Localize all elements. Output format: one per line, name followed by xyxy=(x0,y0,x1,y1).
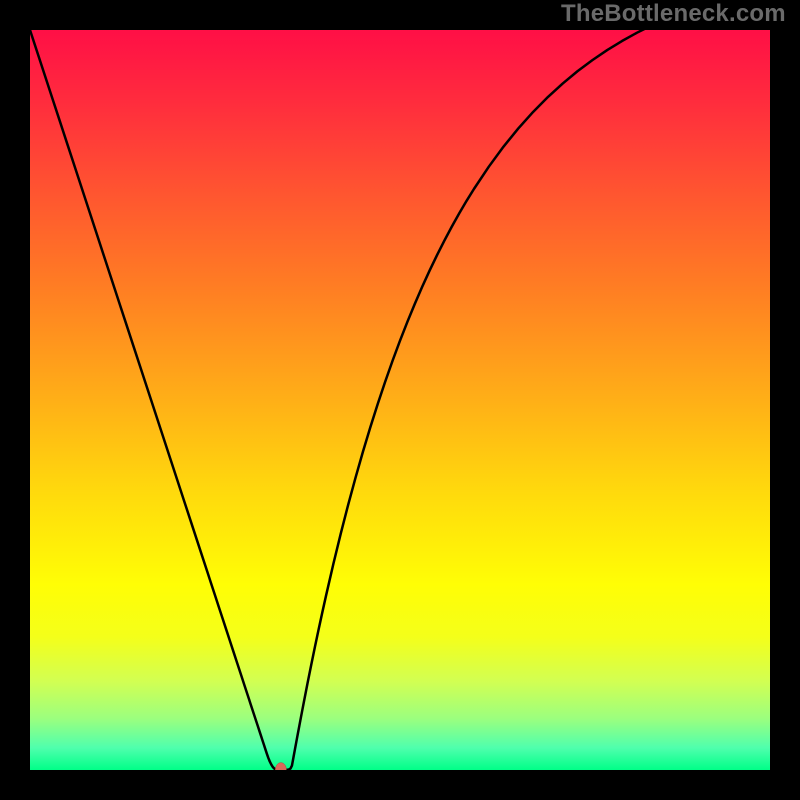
plot-svg xyxy=(30,30,770,770)
plot-background xyxy=(30,30,770,770)
watermark-text: TheBottleneck.com xyxy=(561,0,786,28)
plot-area xyxy=(30,30,770,770)
chart-frame: TheBottleneck.com xyxy=(0,0,800,800)
